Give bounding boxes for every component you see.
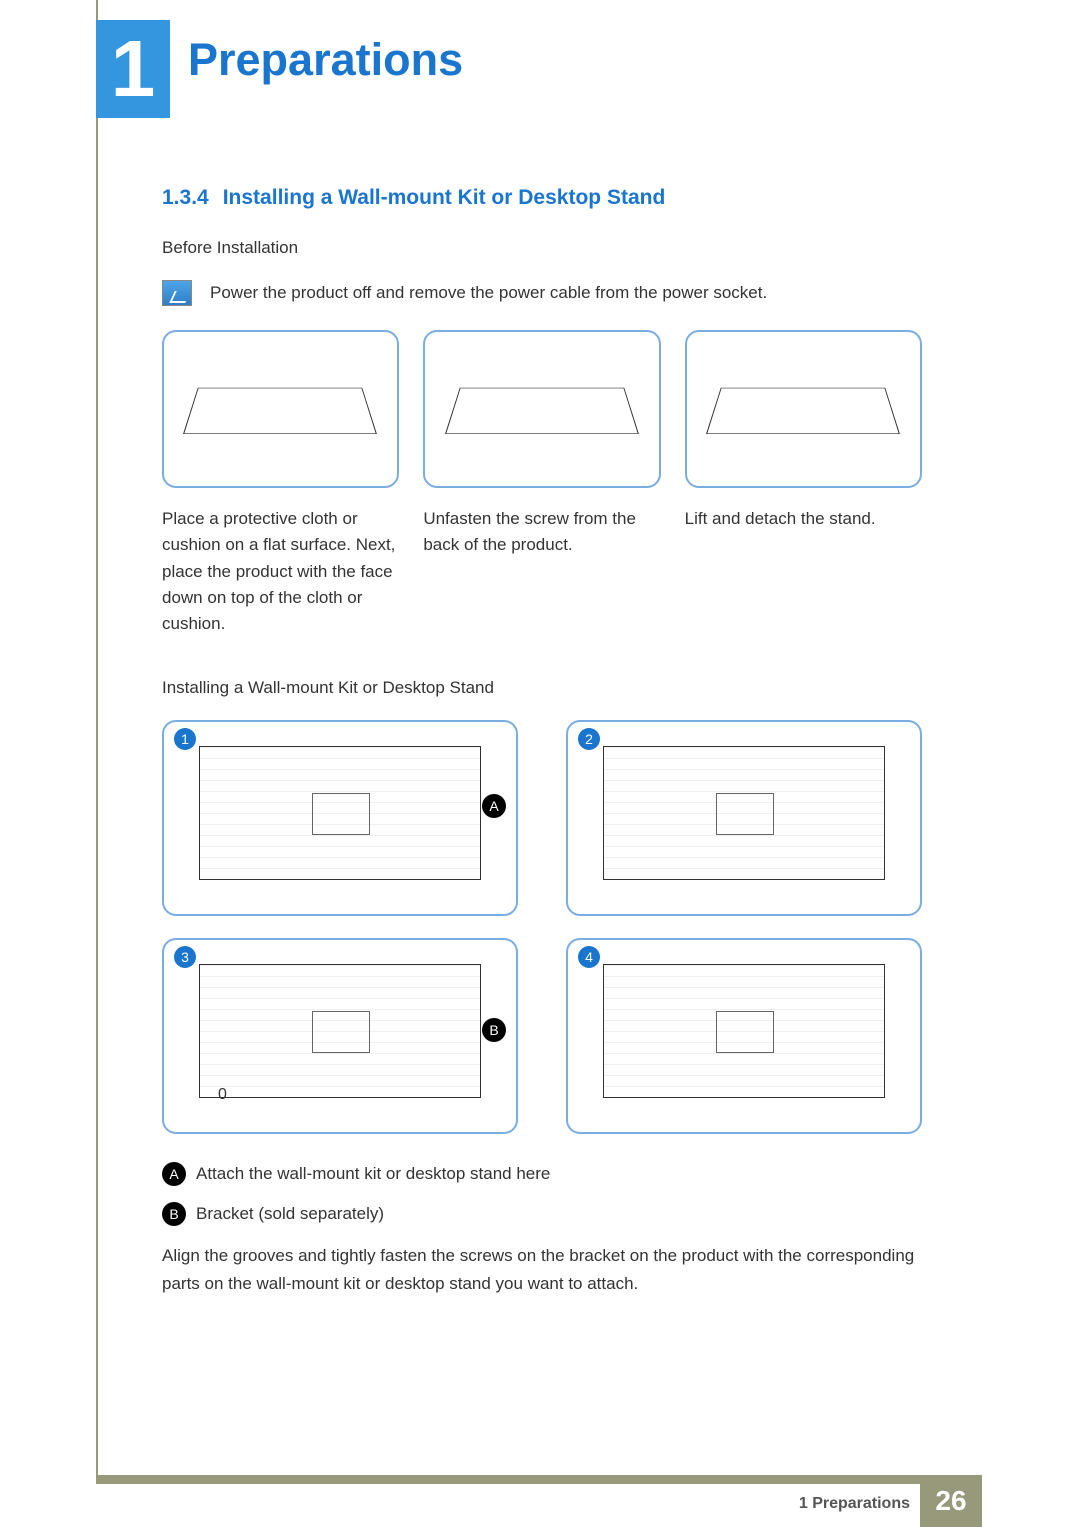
callout-b: B <box>482 1018 506 1042</box>
chapter-number-box: 1 <box>96 20 170 118</box>
install-cell-4: 4 <box>566 938 922 1134</box>
footer-breadcrumb: 1 Preparations <box>799 1495 910 1513</box>
page-footer: 1 Preparations 26 <box>0 1475 1080 1527</box>
step-badge-3: 3 <box>174 946 196 968</box>
step-badge-4: 4 <box>578 946 600 968</box>
prep-diagram-row <box>162 330 922 488</box>
legend-text-b: Bracket (sold separately) <box>196 1204 384 1224</box>
install-cell-2: 2 <box>566 720 922 916</box>
note-text: Power the product off and remove the pow… <box>210 280 767 306</box>
step-badge-1: 1 <box>174 728 196 750</box>
prep-caption-3: Lift and detach the stand. <box>685 506 922 638</box>
install-subheading: Installing a Wall-mount Kit or Desktop S… <box>162 678 922 698</box>
callout-a: A <box>482 794 506 818</box>
install-diagram-grid: 1 A 2 3 B 0 4 <box>162 720 922 1134</box>
install-cell-3: 3 B 0 <box>162 938 518 1134</box>
install-diagram-2 <box>566 720 922 916</box>
prep-caption-row: Place a protective cloth or cushion on a… <box>162 506 922 638</box>
install-cell-1: 1 A <box>162 720 518 916</box>
legend-badge-b: B <box>162 1202 186 1226</box>
legend-row-b: B Bracket (sold separately) <box>162 1202 922 1226</box>
page-content: 1.3.4 Installing a Wall-mount Kit or Desk… <box>162 186 922 1298</box>
page-number-box: 26 <box>920 1475 982 1527</box>
chapter-number: 1 <box>111 24 156 113</box>
section-title: Installing a Wall-mount Kit or Desktop S… <box>223 186 666 209</box>
page-number: 26 <box>935 1485 966 1516</box>
section-number: 1.3.4 <box>162 186 209 209</box>
note-icon <box>162 280 192 306</box>
prep-diagram-3 <box>685 330 922 488</box>
prep-diagram-1 <box>162 330 399 488</box>
note-row: Power the product off and remove the pow… <box>162 280 922 306</box>
install-diagram-1: A <box>162 720 518 916</box>
prep-caption-1: Place a protective cloth or cushion on a… <box>162 506 399 638</box>
closing-paragraph: Align the grooves and tightly fasten the… <box>162 1242 922 1298</box>
before-installation-heading: Before Installation <box>162 238 922 258</box>
chapter-title: Preparations <box>188 34 463 86</box>
legend-badge-a: A <box>162 1162 186 1186</box>
extra-marker-0: 0 <box>218 1086 227 1104</box>
legend-text-a: Attach the wall-mount kit or desktop sta… <box>196 1164 550 1184</box>
step-badge-2: 2 <box>578 728 600 750</box>
prep-caption-2: Unfasten the screw from the back of the … <box>423 506 660 638</box>
left-margin-rule <box>96 0 98 1475</box>
install-diagram-4 <box>566 938 922 1134</box>
footer-rule <box>96 1475 920 1484</box>
section-heading: 1.3.4 Installing a Wall-mount Kit or Desk… <box>162 186 922 210</box>
install-diagram-3: B 0 <box>162 938 518 1134</box>
legend-row-a: A Attach the wall-mount kit or desktop s… <box>162 1162 922 1186</box>
prep-diagram-2 <box>423 330 660 488</box>
